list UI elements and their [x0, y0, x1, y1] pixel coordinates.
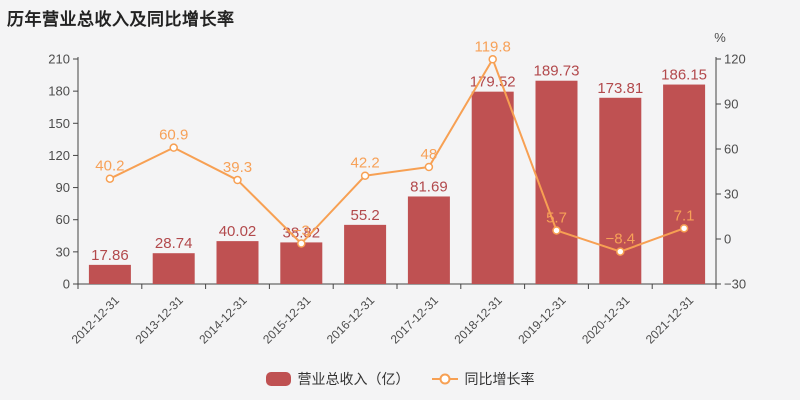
- x-axis-category-label: 2012-12-31: [69, 293, 123, 347]
- left-axis-tick-label: 180: [48, 84, 70, 99]
- bar-value-label: 173.81: [597, 80, 643, 97]
- bar-2021-12-31[interactable]: [663, 84, 706, 284]
- line-point-2021-12-31[interactable]: [679, 224, 689, 233]
- right-axis-tick-label: 30: [724, 187, 738, 202]
- bar-value-label: 55.2: [350, 207, 379, 224]
- bar-2015-12-31[interactable]: [280, 242, 323, 284]
- x-axis-category-label: 2020-12-31: [579, 293, 633, 347]
- bar-value-label: 17.86: [91, 247, 129, 264]
- line-point-2013-12-31[interactable]: [169, 143, 178, 152]
- bar-value-label: 189.73: [534, 63, 580, 80]
- left-axis-tick-label: 60: [56, 212, 70, 227]
- line-value-label: 7.1: [674, 207, 695, 224]
- line-point-2020-12-31[interactable]: [616, 247, 625, 256]
- growth-line: [108, 58, 686, 253]
- x-axis-category-label: 2019-12-31: [515, 293, 569, 347]
- bar-2019-12-31[interactable]: [535, 80, 578, 284]
- legend-item-growth[interactable]: 同比增长率: [431, 369, 535, 389]
- left-axis-tick-label: 120: [48, 148, 70, 163]
- right-axis-unit-label: %: [714, 30, 726, 45]
- line-value-label: −3: [293, 223, 310, 240]
- legend-label-growth: 同比增长率: [464, 371, 535, 387]
- bar-2014-12-31[interactable]: [216, 241, 259, 284]
- line-value-label: 48: [421, 146, 438, 163]
- right-axis-tick-label: 60: [724, 142, 738, 157]
- left-axis-tick-label: 150: [48, 116, 70, 131]
- left-axis-tick-label: 0: [63, 277, 70, 292]
- line-point-2012-12-31[interactable]: [105, 174, 115, 183]
- bar-2013-12-31[interactable]: [152, 253, 195, 284]
- x-axis-category-label: 2015-12-31: [260, 293, 314, 347]
- line-point-2015-12-31[interactable]: [297, 239, 306, 248]
- legend-item-revenue[interactable]: 营业总收入（亿）: [265, 369, 410, 389]
- chart-canvas: 0 30 60 90 120 150 180 210 −30 0 30 60 90 120% 2012-12…: [48, 30, 746, 347]
- legend: 营业总收入（亿） 同比增长率: [0, 369, 800, 389]
- line-series-swatch-icon: [431, 373, 458, 385]
- bar-2012-12-31[interactable]: [88, 264, 131, 284]
- legend-label-revenue: 营业总收入（亿）: [297, 371, 410, 387]
- right-axis-tick-label: 0: [724, 232, 731, 247]
- line-value-label: 60.9: [159, 127, 188, 144]
- bar-2018-12-31[interactable]: [471, 91, 514, 285]
- chart-title: 历年营业总收入及同比增长率: [7, 10, 235, 29]
- x-axis-category-label: 2021-12-31: [643, 293, 697, 347]
- right-axis-tick-label: 90: [724, 97, 738, 112]
- bar-value-label: 81.69: [410, 178, 448, 195]
- line-value-label: 5.7: [546, 209, 567, 226]
- line-point-2016-12-31[interactable]: [360, 171, 370, 180]
- x-axis-category-label: 2017-12-31: [388, 293, 442, 347]
- x-axis-category-label: 2018-12-31: [452, 293, 506, 347]
- x-axis-category-label: 2013-12-31: [133, 293, 187, 347]
- x-axis-category-label: 2014-12-31: [196, 293, 250, 347]
- bar-2020-12-31[interactable]: [599, 97, 642, 285]
- left-axis-tick-label: 90: [56, 180, 70, 195]
- line-value-label: 119.8: [474, 38, 510, 55]
- bar-value-label: 40.02: [219, 223, 257, 240]
- line-point-2014-12-31[interactable]: [233, 175, 242, 185]
- line-value-label: 40.2: [95, 158, 124, 175]
- line-point-2018-12-31[interactable]: [488, 55, 497, 64]
- line-value-label: −8.4: [605, 231, 635, 248]
- left-axis-tick-label: 30: [56, 244, 70, 259]
- bar-2016-12-31[interactable]: [344, 224, 387, 284]
- line-value-label: 42.2: [350, 155, 379, 172]
- bar-value-label: 28.74: [155, 235, 193, 252]
- line-value-label: 39.3: [223, 159, 252, 176]
- bar-value-label: 186.15: [661, 67, 707, 84]
- line-point-2019-12-31[interactable]: [552, 226, 561, 235]
- line-point-2017-12-31[interactable]: [424, 162, 434, 172]
- x-axis-category-label: 2016-12-31: [324, 293, 378, 347]
- left-axis-tick-label: 210: [48, 52, 70, 67]
- right-axis-tick-label: −30: [724, 277, 746, 292]
- right-axis-tick-label: 120: [724, 52, 746, 67]
- bar-value-label: 38.82: [283, 224, 321, 241]
- bar-2017-12-31[interactable]: [407, 196, 450, 284]
- bar-series-swatch-icon: [265, 372, 291, 386]
